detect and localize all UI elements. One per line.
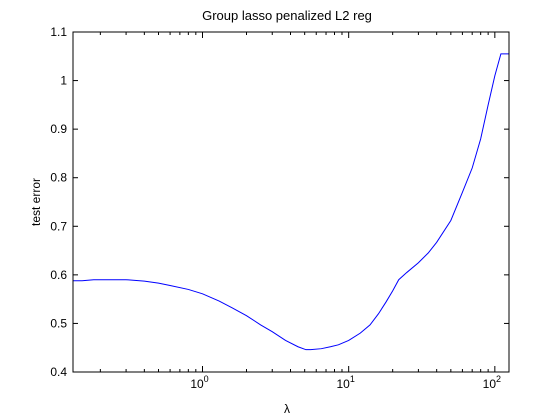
plot-frame	[72, 31, 510, 373]
y-tick-label: 0.9	[50, 122, 67, 136]
x-tick-label: 100	[190, 374, 208, 391]
y-tick-label: 0.4	[50, 365, 67, 379]
series-line-0	[73, 53, 509, 351]
y-tick-label: 1	[60, 74, 67, 88]
x-tick-label: 101	[336, 374, 354, 391]
y-tick-label: 0.7	[50, 219, 67, 233]
x-axis-title: λ	[284, 402, 290, 416]
x-tick-label: 102	[483, 374, 501, 391]
y-axis-title: test error	[29, 178, 43, 226]
chart-title: Group lasso penalized L2 reg	[202, 8, 372, 23]
y-tick-label: 1.1	[50, 25, 67, 39]
y-tick-label: 0.8	[50, 171, 67, 185]
y-tick-label: 0.5	[50, 316, 67, 330]
y-tick-label: 0.6	[50, 268, 67, 282]
